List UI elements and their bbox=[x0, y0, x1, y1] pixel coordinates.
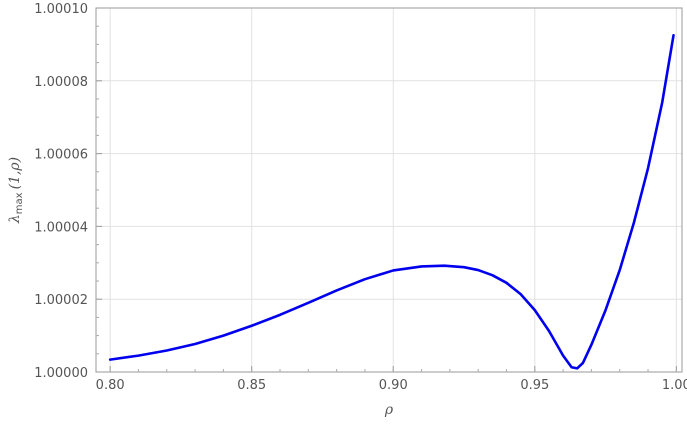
y-axis-ticks: 1.00000 1.00002 1.00004 1.00006 1.00008 1.000… bbox=[34, 2, 102, 381]
x-tick-label: 1.00 bbox=[662, 378, 687, 393]
y-axis-label-main: λ bbox=[7, 214, 23, 224]
y-axis-label: λmax (1,ρ) bbox=[7, 157, 25, 224]
y-tick-label: 1.00008 bbox=[34, 75, 88, 90]
series-line bbox=[108, 34, 675, 370]
y-axis-label-sub: max bbox=[14, 192, 25, 214]
y-tick-label: 1.00000 bbox=[34, 366, 88, 381]
plot-frame bbox=[95, 7, 683, 373]
grid-lines bbox=[96, 7, 682, 373]
y-axis-label-args: (1,ρ) bbox=[7, 157, 23, 190]
x-tick-label: 0.85 bbox=[237, 378, 266, 393]
x-axis-label: ρ bbox=[384, 402, 394, 418]
y-tick-label: 1.00002 bbox=[34, 293, 88, 308]
y-tick-label: 1.00004 bbox=[34, 220, 88, 235]
x-axis-ticks: 0.80 0.85 0.90 0.95 1.00 bbox=[96, 366, 687, 393]
x-tick-label: 0.95 bbox=[520, 378, 549, 393]
series-layer bbox=[108, 34, 675, 370]
x-tick-label: 0.80 bbox=[96, 378, 125, 393]
y-tick-label: 1.00006 bbox=[34, 148, 88, 163]
x-tick-label: 0.90 bbox=[379, 378, 408, 393]
y-tick-label: 1.00010 bbox=[34, 2, 88, 17]
